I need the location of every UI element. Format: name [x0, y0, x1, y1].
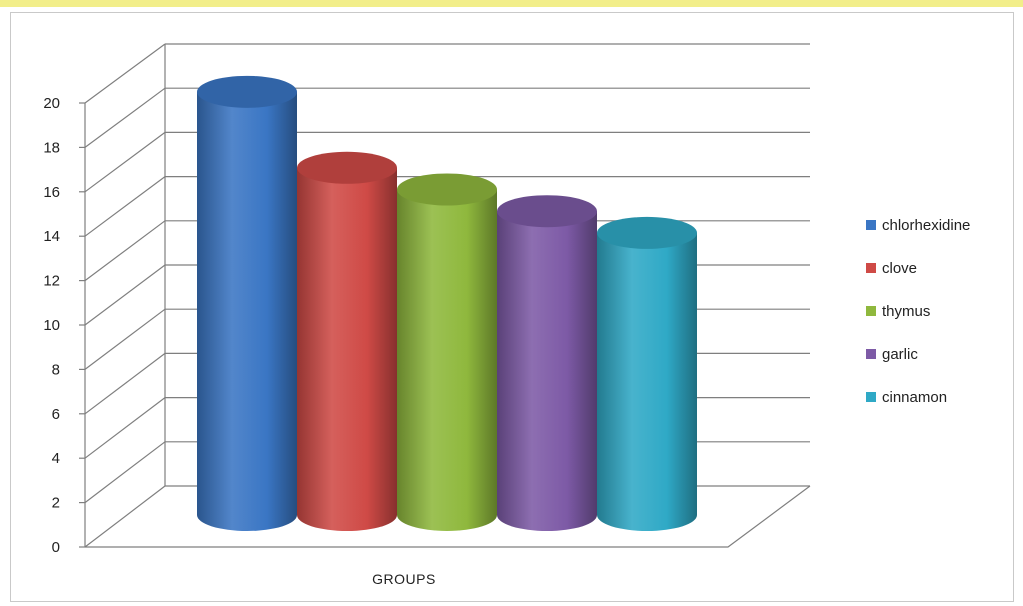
legend: chlorhexidine clove thymus garlic cinnamon — [866, 217, 970, 406]
legend-swatch — [866, 392, 876, 402]
legend-item-cinnamon: cinnamon — [866, 389, 947, 406]
legend-label: chlorhexidine — [882, 217, 970, 234]
gridline-side — [85, 353, 165, 413]
y-tick-label: 18 — [43, 139, 60, 156]
bar-clove — [297, 152, 397, 531]
gridline-side — [85, 221, 165, 281]
y-tick-label: 2 — [52, 495, 60, 512]
y-axis-ticks: 0 2 4 6 8 10 12 14 16 18 20 — [43, 95, 60, 556]
gridline-side — [85, 177, 165, 237]
bar-body — [397, 190, 497, 531]
bar-top — [597, 217, 697, 249]
y-tick-label: 0 — [52, 539, 60, 556]
legend-item-thymus: thymus — [866, 303, 930, 320]
bar-thymus — [397, 174, 497, 531]
y-tick-label: 20 — [43, 95, 60, 112]
bar-cinnamon — [597, 217, 697, 531]
gridline-side — [85, 486, 165, 547]
bar-top — [497, 195, 597, 227]
y-tick-label: 10 — [43, 317, 60, 334]
legend-label: clove — [882, 260, 917, 277]
gridline-side — [85, 132, 165, 191]
legend-label: garlic — [882, 346, 918, 363]
bar-body — [197, 92, 297, 531]
gridline-side — [85, 398, 165, 459]
legend-item-clove: clove — [866, 260, 917, 277]
y-tick-label: 12 — [43, 273, 60, 290]
y-tick-label: 4 — [52, 450, 60, 467]
legend-swatch — [866, 263, 876, 273]
gridline-side — [85, 44, 165, 103]
gridline-side — [85, 88, 165, 147]
gridline-side — [85, 442, 165, 503]
gridline-side — [85, 309, 165, 369]
bar-body — [597, 233, 697, 531]
bar-top — [197, 76, 297, 108]
gridline-side — [85, 265, 165, 325]
y-tick-label: 16 — [43, 184, 60, 201]
legend-item-garlic: garlic — [866, 346, 918, 363]
bar-top — [397, 174, 497, 206]
bar-body — [297, 168, 397, 531]
bar-top — [297, 152, 397, 184]
bars — [197, 76, 697, 531]
y-tick-label: 14 — [43, 228, 60, 245]
x-axis-label: GROUPS — [372, 571, 436, 587]
legend-swatch — [866, 306, 876, 316]
legend-label: cinnamon — [882, 389, 947, 406]
bar-body — [497, 211, 597, 531]
legend-label: thymus — [882, 303, 930, 320]
y-tick-label: 8 — [52, 361, 60, 378]
bar-chlorhexidine — [197, 76, 297, 531]
y-tick-label: 6 — [52, 406, 60, 423]
legend-swatch — [866, 220, 876, 230]
bar-garlic — [497, 195, 597, 531]
legend-swatch — [866, 349, 876, 359]
legend-item-chlorhexidine: chlorhexidine — [866, 217, 970, 234]
